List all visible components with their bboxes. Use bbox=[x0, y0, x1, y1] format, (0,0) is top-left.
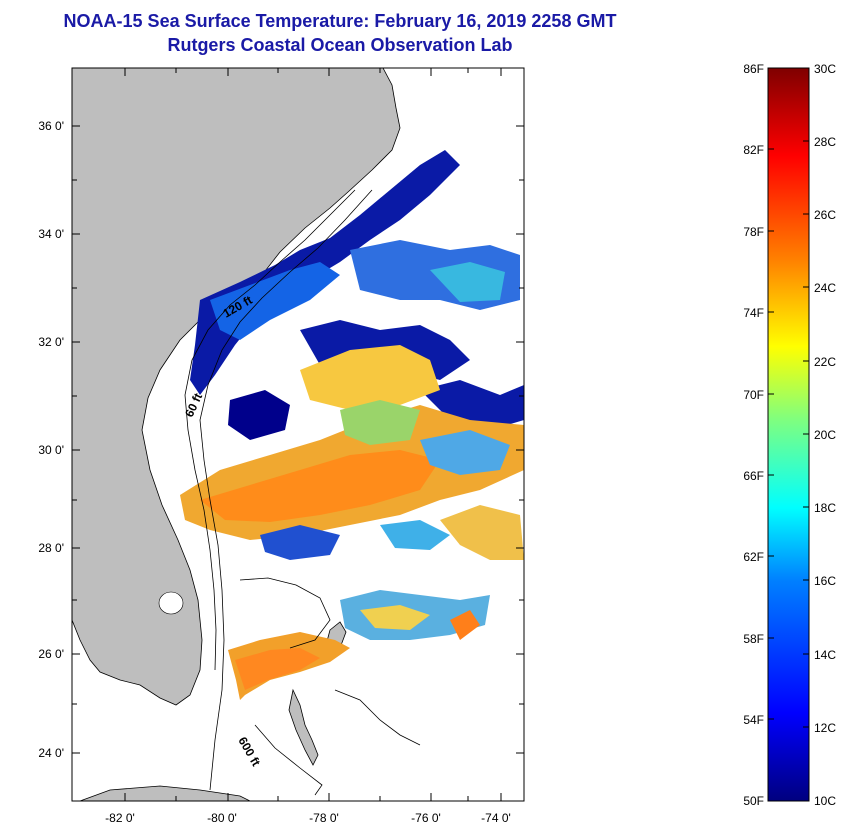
longitude-axis bbox=[124, 68, 502, 801]
lat-label-36: 36 0' bbox=[38, 119, 64, 133]
lake-okeechobee bbox=[158, 591, 184, 615]
colorbar-f-label-58: 58F bbox=[743, 632, 764, 646]
colorbar-f-label-70: 70F bbox=[743, 388, 764, 402]
colorbar-c-label-20: 20C bbox=[814, 428, 836, 442]
lon-label-78: -78 0' bbox=[309, 811, 339, 825]
lat-label-34: 34 0' bbox=[38, 227, 64, 241]
colorbar-c-label-12: 12C bbox=[814, 721, 836, 735]
colorbar-ticks bbox=[768, 140, 809, 728]
lat-label-26: 26 0' bbox=[38, 647, 64, 661]
lat-label-24: 24 0' bbox=[38, 746, 64, 760]
lon-label-74: -74 0' bbox=[481, 811, 511, 825]
lat-label-30: 30 0' bbox=[38, 443, 64, 457]
colorbar-c-label-18: 18C bbox=[814, 501, 836, 515]
lon-label-80: -80 0' bbox=[207, 811, 237, 825]
bathymetry-contours bbox=[184, 189, 421, 796]
lat-label-32: 32 0' bbox=[38, 335, 64, 349]
map-border bbox=[71, 67, 525, 802]
latitude-axis bbox=[72, 125, 524, 754]
colorbar-f-label-78: 78F bbox=[743, 225, 764, 239]
colorbar-c-label-24: 24C bbox=[814, 281, 836, 295]
lon-label-82: -82 0' bbox=[105, 811, 135, 825]
colorbar-f-label-66: 66F bbox=[743, 469, 764, 483]
colorbar bbox=[767, 67, 810, 802]
colorbar-f-label-74: 74F bbox=[743, 306, 764, 320]
colorbar-c-label-14: 14C bbox=[814, 648, 836, 662]
map-subtitle: Rutgers Coastal Ocean Observation Lab bbox=[167, 35, 513, 55]
colorbar-c-label-10: 10C bbox=[814, 794, 836, 808]
colorbar-c-label-22: 22C bbox=[814, 355, 836, 369]
colorbar-f-label-54: 54F bbox=[743, 713, 764, 727]
colorbar-c-label-26: 26C bbox=[814, 208, 836, 222]
colorbar-c-label-30: 30C bbox=[814, 62, 836, 76]
land-mainland bbox=[72, 68, 401, 706]
map-title: NOAA-15 Sea Surface Temperature: Februar… bbox=[63, 11, 617, 31]
colorbar-f-label-50: 50F bbox=[743, 794, 764, 808]
colorbar-c-label-16: 16C bbox=[814, 574, 836, 588]
lat-label-28: 28 0' bbox=[38, 541, 64, 555]
colorbar-f-label-86: 86F bbox=[743, 62, 764, 76]
land-cuba bbox=[79, 785, 251, 801]
land-andros bbox=[288, 688, 319, 766]
lon-label-76: -76 0' bbox=[411, 811, 441, 825]
colorbar-f-label-62: 62F bbox=[743, 550, 764, 564]
sst-swath bbox=[180, 150, 524, 700]
colorbar-c-label-28: 28C bbox=[814, 135, 836, 149]
colorbar-f-label-82: 82F bbox=[743, 143, 764, 157]
